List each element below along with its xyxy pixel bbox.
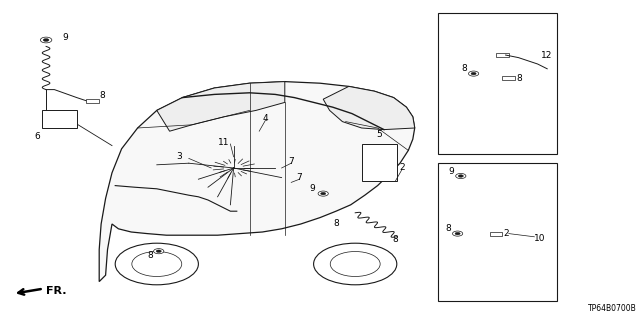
Bar: [490, 232, 502, 236]
Text: 2: 2: [504, 229, 509, 238]
Text: 2: 2: [399, 164, 404, 172]
Text: 8: 8: [333, 220, 339, 228]
Circle shape: [314, 243, 397, 285]
Text: FR.: FR.: [46, 286, 67, 296]
Bar: [438, 163, 557, 301]
Text: 11: 11: [218, 138, 230, 147]
Bar: [438, 13, 557, 154]
Circle shape: [458, 175, 463, 177]
Circle shape: [468, 71, 479, 76]
Bar: [496, 53, 509, 57]
Text: 8: 8: [516, 74, 522, 83]
Circle shape: [154, 249, 164, 254]
Circle shape: [452, 231, 463, 236]
Circle shape: [156, 250, 161, 252]
Text: 9: 9: [63, 33, 68, 42]
Text: 7: 7: [297, 173, 302, 182]
Polygon shape: [157, 82, 285, 131]
Circle shape: [43, 38, 49, 41]
Text: 3: 3: [177, 152, 182, 161]
Text: 5: 5: [376, 130, 381, 139]
Circle shape: [318, 191, 328, 196]
Text: 8: 8: [445, 224, 451, 233]
Circle shape: [321, 192, 326, 195]
Circle shape: [455, 232, 460, 235]
Text: 8: 8: [99, 92, 105, 100]
Circle shape: [471, 72, 476, 75]
Text: 9: 9: [449, 167, 454, 176]
Text: TP64B0700B: TP64B0700B: [588, 304, 637, 313]
Text: 4: 4: [263, 114, 268, 123]
Text: 8: 8: [393, 236, 398, 244]
Bar: [47, 112, 58, 115]
Polygon shape: [99, 82, 415, 282]
Text: 12: 12: [541, 52, 552, 60]
Bar: [86, 99, 99, 103]
Circle shape: [40, 37, 52, 43]
Bar: [362, 144, 397, 181]
Text: 9: 9: [309, 184, 315, 193]
Text: 8: 8: [461, 64, 467, 73]
Text: 8: 8: [148, 252, 153, 260]
Bar: [502, 76, 515, 80]
Text: 10: 10: [534, 234, 546, 243]
Bar: [42, 110, 77, 128]
Circle shape: [115, 243, 198, 285]
Text: 7: 7: [289, 157, 294, 166]
Polygon shape: [323, 86, 415, 130]
Text: 6: 6: [35, 132, 40, 141]
Circle shape: [456, 173, 466, 179]
